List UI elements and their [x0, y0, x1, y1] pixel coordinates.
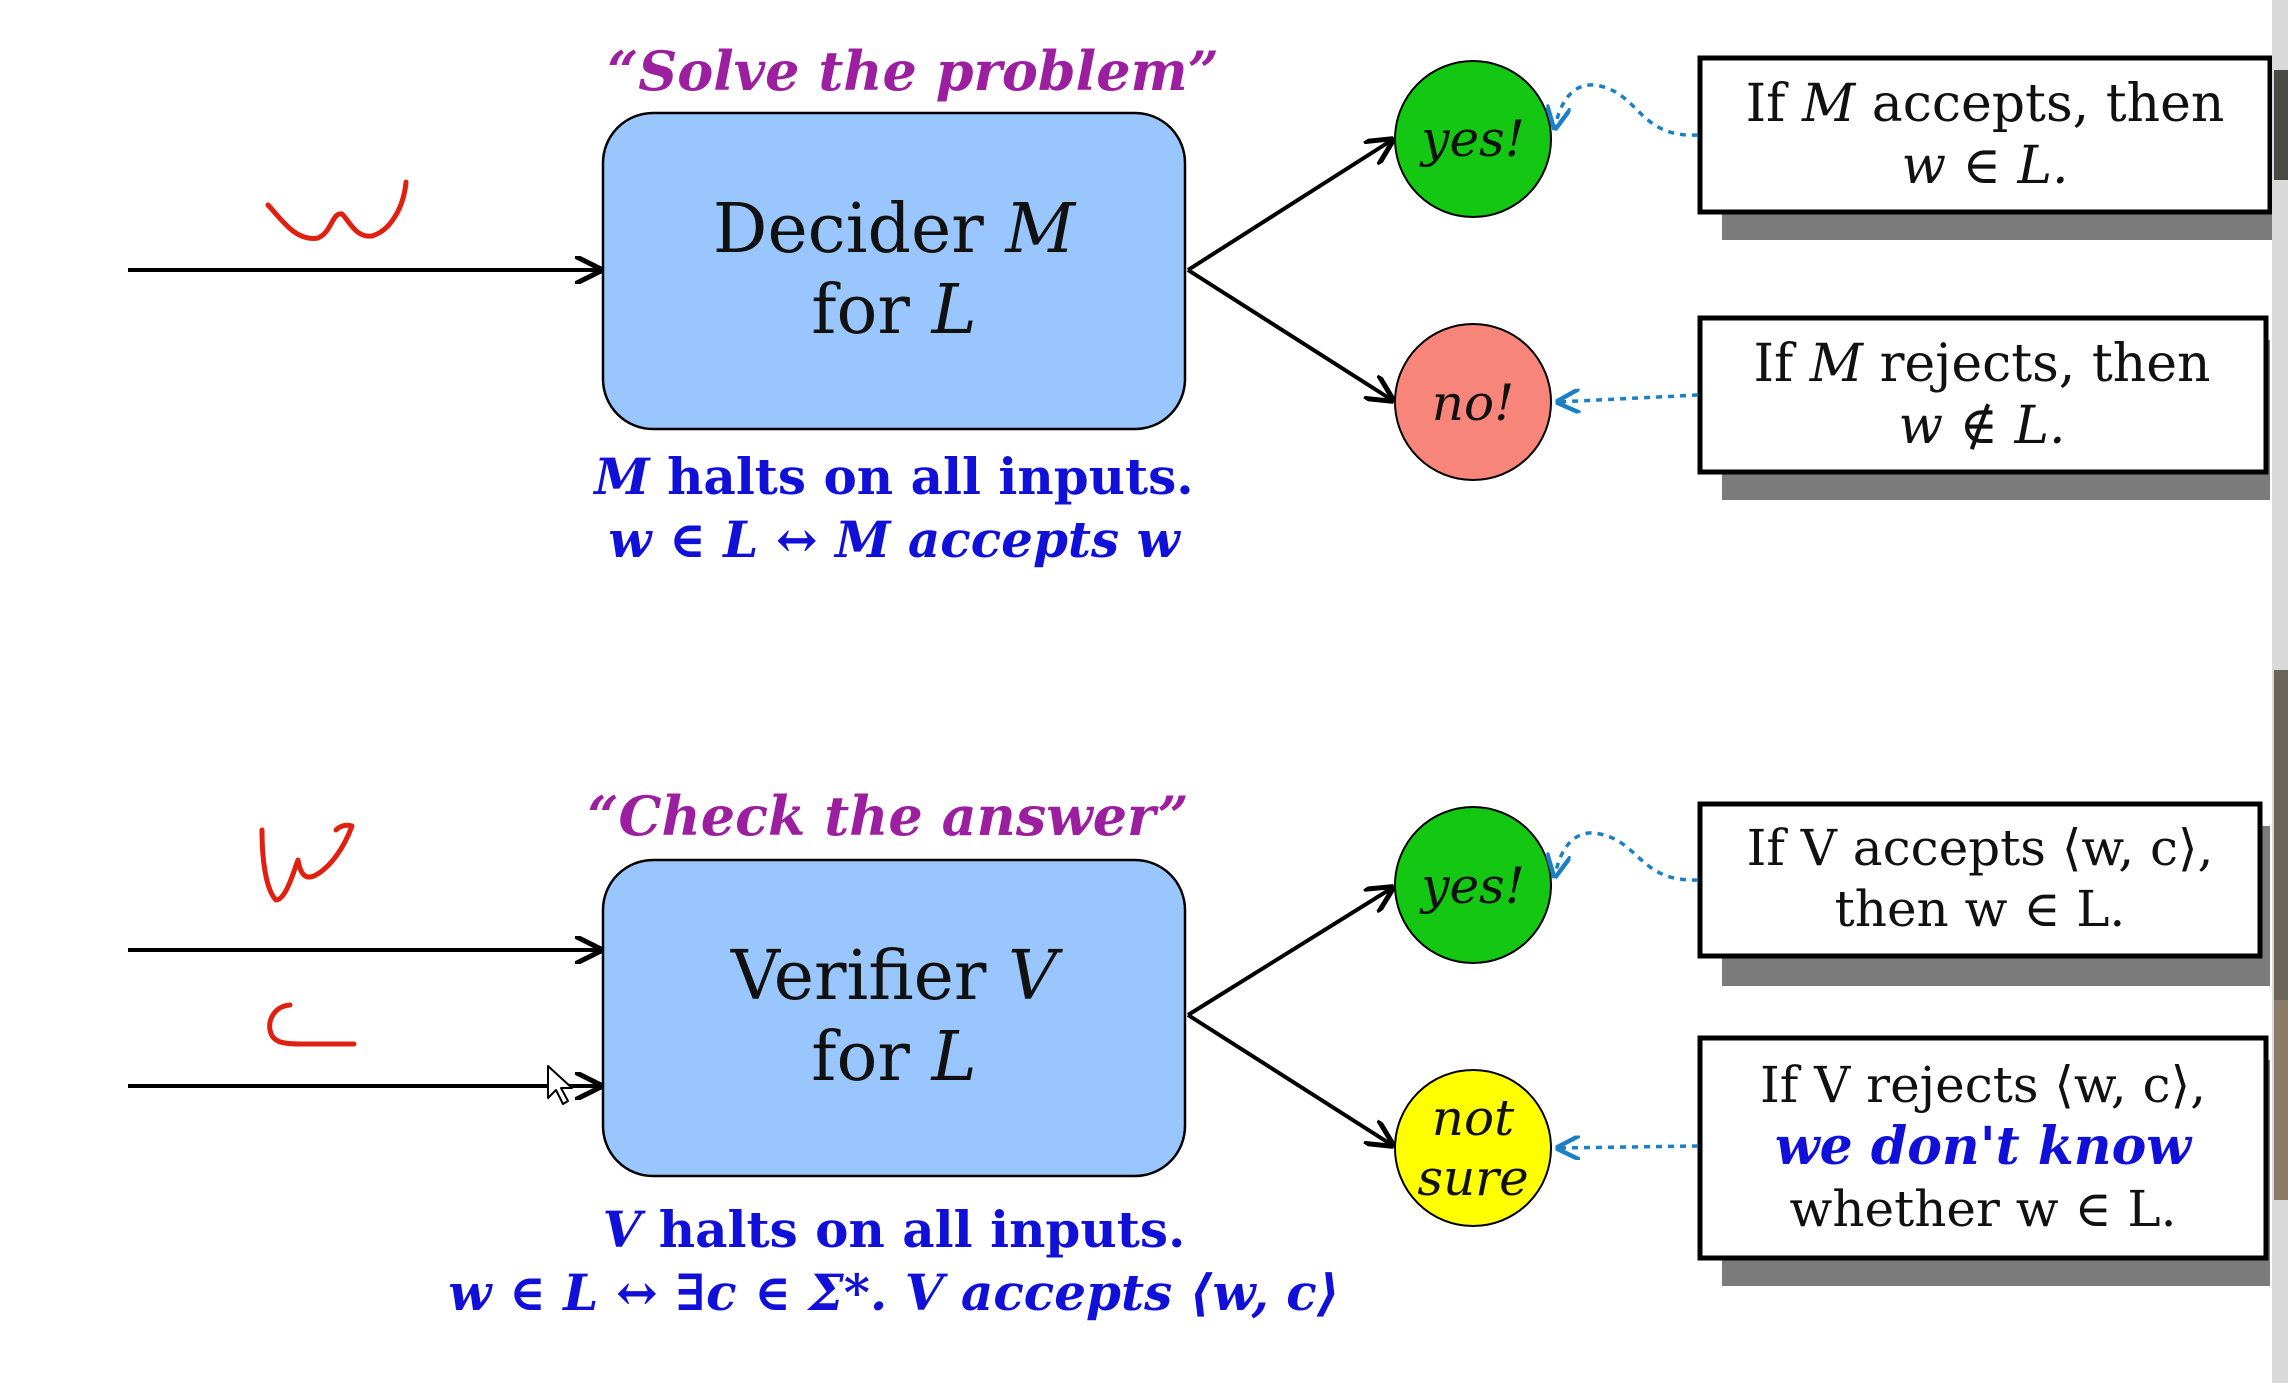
verifier-yes-arrow: [1186, 888, 1392, 1017]
verifier-reject-note-line1: If V rejects ⟨w, c⟩,: [1760, 1056, 2206, 1114]
decider-no-circle: [1394, 323, 1552, 481]
verifier-notsure-label-line2: sure: [1417, 1149, 1528, 1207]
verifier-accept-note: [1697, 801, 2263, 959]
verifier-yes-label: yes!: [1419, 857, 1525, 915]
decider-caption-line2: w ∈ L ↔ M accepts w: [608, 510, 1181, 569]
decider-box: [601, 111, 1187, 431]
decider-reject-note: [1697, 315, 2269, 475]
verifier-subtitle: for L: [811, 1018, 976, 1097]
verifier-reject-dotted-connector: [1558, 1146, 1699, 1148]
decider-yes-arrow: [1186, 140, 1392, 272]
video-edge-strip: [2274, 670, 2288, 1000]
decider-caption-line1: M halts on all inputs.: [592, 447, 1193, 506]
decider-title: Decider M: [713, 190, 1078, 269]
verifier-notsure-circle: [1394, 1069, 1552, 1227]
verifier-box: [601, 858, 1187, 1178]
verifier-notsure-arrow: [1186, 1013, 1392, 1145]
verifier-caption-line2: w ∈ L ↔ ∃c ∈ Σ*. V accepts ⟨w, c⟩: [448, 1263, 1339, 1322]
decider-no-label: no!: [1432, 374, 1514, 432]
verifier-title: Verifier V: [730, 937, 1063, 1016]
decider-accept-note: [1697, 55, 2273, 215]
decider-reject-note-line1: If M rejects, then: [1753, 334, 2210, 394]
verifier-reject-note-line2: we don't know: [1775, 1116, 2193, 1177]
video-edge-strip: [2274, 1000, 2288, 1200]
verifier-yes-circle: [1394, 806, 1552, 964]
decider-accept-dotted-connector: [1555, 83, 1699, 137]
decider-accept-note-line1: If M accepts, then: [1746, 74, 2225, 134]
decider-no-arrow: [1186, 268, 1392, 400]
verifier-reject-note: [1697, 1035, 2269, 1261]
decider-reject-dotted-connector: [1558, 395, 1699, 402]
decider-subtitle: for L: [811, 271, 976, 350]
handwritten-c: [267, 1002, 357, 1047]
handwritten-w-bottom: [259, 822, 355, 903]
decider-accept-note-line2: w ∈ L.: [1901, 136, 2068, 196]
mouse-cursor-icon: [547, 1065, 573, 1105]
verifier-accept-dotted-connector: [1555, 831, 1699, 882]
verifier-reject-note-line3: whether w ∈ L.: [1790, 1180, 2177, 1238]
decider-yes-circle: [1394, 60, 1552, 218]
verifier-caption-line1: V halts on all inputs.: [603, 1200, 1186, 1259]
verifier-notsure-label-line1: not: [1432, 1089, 1515, 1147]
decider-yes-label: yes!: [1419, 110, 1525, 168]
handwritten-w-top: [265, 179, 409, 241]
decider-reject-note-line2: w ∉ L.: [1898, 396, 2065, 456]
decider-tagline: “Solve the problem”: [607, 39, 1219, 103]
video-edge-strip: [2274, 70, 2288, 180]
verifier-tagline: “Check the answer”: [587, 784, 1188, 848]
verifier-accept-note-line1: If V accepts ⟨w, c⟩,: [1747, 819, 2214, 877]
verifier-accept-note-line2: then w ∈ L.: [1835, 880, 2126, 938]
